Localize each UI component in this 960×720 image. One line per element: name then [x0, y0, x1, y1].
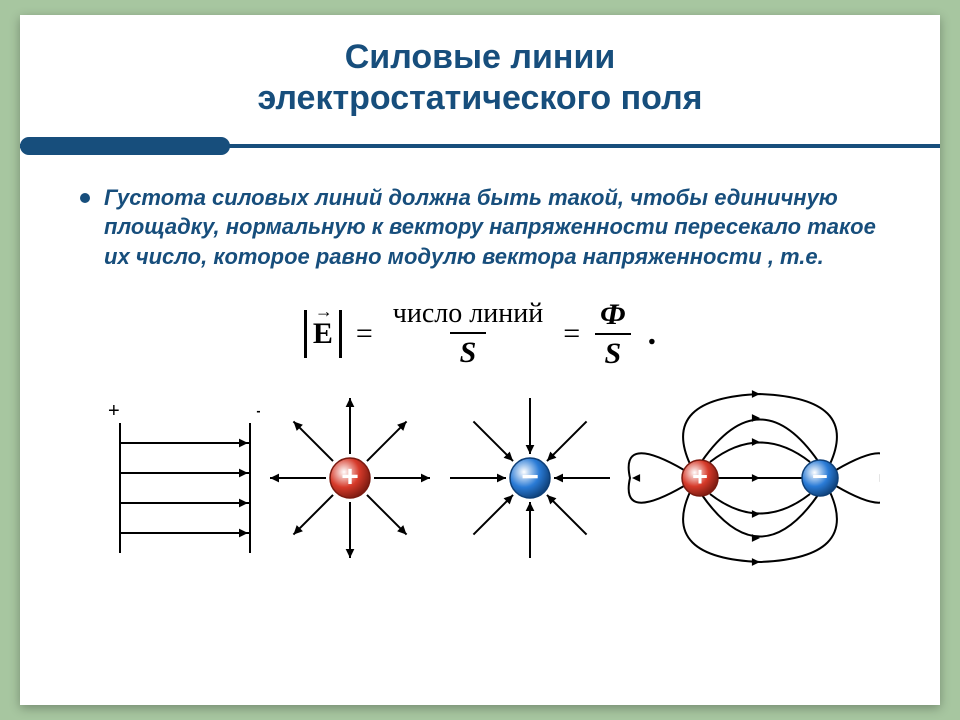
uniform-field-svg: +-: [100, 393, 260, 563]
slide-title: Силовые линии электростатического поля: [60, 37, 900, 119]
dipole-svg: +−: [620, 388, 880, 568]
equals-2: =: [563, 317, 580, 351]
frac2-denominator: S: [595, 333, 632, 370]
bullet-row: Густота силовых линий должна быть такой,…: [80, 183, 880, 272]
title-block: Силовые линии электростатического поля: [20, 15, 940, 129]
fraction-1: число линий S: [387, 299, 549, 369]
diagram-negative-charge: −: [440, 388, 620, 573]
svg-text:−: −: [521, 460, 539, 493]
svg-text:+: +: [108, 400, 120, 422]
slide: Силовые линии электростатического поля Г…: [20, 15, 940, 705]
diagram-positive-charge: +: [260, 388, 440, 573]
diagram-dipole: +−: [620, 388, 880, 573]
bullet-icon: [80, 193, 90, 203]
title-line-2: электростатического поля: [257, 79, 702, 117]
magnitude-bars: E: [304, 310, 342, 358]
svg-text:+: +: [692, 461, 708, 491]
svg-text:+: +: [341, 460, 359, 493]
title-line-1: Силовые линии: [345, 38, 616, 76]
formula: E = число линий S = Ф S .: [80, 298, 880, 370]
accent-bar: [20, 137, 940, 157]
frac2-numerator: Ф: [594, 298, 632, 333]
equals-1: =: [356, 317, 373, 351]
accent-cap: [20, 137, 230, 155]
formula-period: .: [646, 315, 657, 353]
negative-radial-svg: −: [440, 388, 620, 568]
positive-radial-svg: +: [260, 388, 440, 568]
bullet-text: Густота силовых линий должна быть такой,…: [104, 183, 880, 272]
frac1-numerator: число линий: [387, 299, 549, 332]
svg-text:−: −: [812, 461, 828, 491]
diagrams-row: +- + − +−: [80, 388, 880, 573]
vector-E: E: [313, 317, 333, 351]
frac1-denominator: S: [450, 332, 487, 369]
diagram-uniform-field: +-: [100, 393, 260, 568]
fraction-2: Ф S: [594, 298, 632, 370]
body: Густота силовых линий должна быть такой,…: [20, 157, 940, 573]
